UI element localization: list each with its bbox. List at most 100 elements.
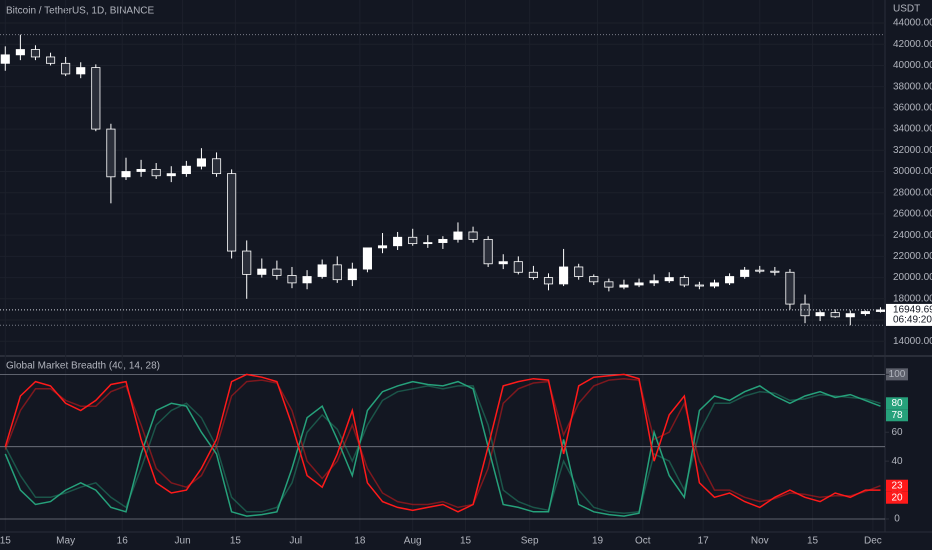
y-tick-label: 40: [891, 456, 903, 467]
candle-body: [393, 236, 403, 247]
candle-body: [468, 231, 478, 240]
candle-body: [785, 271, 795, 305]
candle-body: [860, 311, 870, 315]
candle-body: [845, 313, 855, 318]
candle-body: [664, 277, 674, 282]
last-price-label: 16949.69: [893, 305, 932, 316]
candle-body: [543, 277, 554, 285]
value-badge: [886, 409, 908, 422]
candle-body: [649, 280, 659, 284]
indicator-title: Global Market Breadth (40, 14, 28): [6, 361, 160, 372]
candle-body: [815, 312, 825, 317]
value-badge-label: 23: [891, 480, 903, 491]
candle-body: [604, 281, 614, 288]
candle-body: [770, 270, 780, 273]
x-tick-label: 15: [0, 536, 11, 547]
candle-body: [830, 312, 840, 318]
candle-body: [483, 238, 493, 265]
breadth-line: [4, 377, 881, 509]
candle-body: [755, 269, 765, 272]
candle-body: [679, 277, 689, 286]
y-tick-label: 100: [889, 369, 906, 380]
value-badge-label: 78: [891, 410, 903, 421]
candle-body: [317, 264, 327, 277]
last-price-badge: [886, 303, 932, 326]
x-tick-label: Dec: [864, 536, 882, 547]
breadth-line: [4, 385, 881, 514]
value-badge: [886, 397, 908, 410]
symbol-title: Bitcoin / TetherUS, 1D, BINANCE: [6, 6, 155, 17]
candle-body: [709, 282, 720, 287]
y-tick-label: 38000.00: [893, 81, 932, 92]
candle-body: [513, 261, 523, 273]
candle-body: [61, 62, 71, 75]
x-tick-label: Jul: [289, 536, 302, 547]
y-tick-label: 0: [894, 514, 900, 525]
candle-body: [528, 271, 538, 278]
candle-body: [0, 54, 10, 64]
x-tick-label: 15: [230, 536, 242, 547]
x-tick-label: Nov: [751, 536, 769, 547]
candle-body: [559, 266, 569, 285]
x-tick-label: 18: [354, 536, 366, 547]
breadth-line: [4, 373, 881, 513]
candle-body: [408, 236, 418, 245]
candle-body: [589, 276, 599, 283]
y-tick-label: 26000.00: [893, 209, 932, 220]
x-tick-label: 17: [698, 536, 710, 547]
y-tick-label: 24000.00: [893, 230, 932, 241]
candle-body: [498, 261, 508, 265]
candle-body: [453, 231, 463, 240]
countdown-label: 06:49:20: [893, 315, 932, 326]
candle-body: [423, 242, 433, 245]
y-tick-label: 14000.00: [893, 336, 932, 347]
x-tick-label: Oct: [635, 536, 651, 547]
candle-body: [151, 168, 161, 177]
candle-body: [136, 168, 146, 172]
x-tick-label: 15: [807, 536, 819, 547]
y-tick-label: 42000.00: [893, 39, 932, 50]
y-tick-label: 20000.00: [893, 272, 932, 283]
x-tick-label: Aug: [404, 536, 422, 547]
candle-body: [242, 250, 252, 275]
candle-body: [362, 247, 372, 270]
candle-body: [740, 269, 750, 277]
value-badge: [886, 491, 908, 504]
candle-body: [181, 165, 191, 175]
candle-body: [725, 276, 735, 284]
candle-body: [15, 49, 25, 56]
tick-badge: [886, 368, 908, 381]
y-tick-label: 28000.00: [893, 187, 932, 198]
candle-body: [332, 264, 342, 281]
y-tick-label: 60: [891, 427, 903, 438]
x-tick-label: 15: [460, 536, 472, 547]
candle-body: [800, 303, 810, 317]
candle-body: [438, 238, 448, 243]
candle-body: [272, 268, 282, 276]
y-tick-label: 40000.00: [893, 60, 932, 71]
value-badge: [886, 479, 908, 492]
candle-body: [619, 284, 629, 288]
candle-body: [257, 268, 267, 275]
y-tick-label: 22000.00: [893, 251, 932, 262]
x-tick-label: May: [56, 536, 75, 547]
candle-body: [91, 67, 101, 130]
y-tick-label: 34000.00: [893, 124, 932, 135]
candle-body: [166, 173, 176, 177]
x-tick-label: Jun: [175, 536, 191, 547]
candle-body: [227, 173, 237, 252]
y-tick-label: 36000.00: [893, 103, 932, 114]
y-tick-label: 32000.00: [893, 145, 932, 156]
x-tick-label: 19: [592, 536, 604, 547]
breadth-line: [4, 380, 881, 517]
candle-body: [347, 268, 357, 281]
candle-body: [634, 282, 644, 286]
candle-body: [694, 284, 704, 287]
axis-unit: USDT: [893, 4, 920, 15]
x-tick-label: 16: [117, 536, 129, 547]
candle-body: [121, 171, 131, 178]
candle-body: [196, 158, 206, 167]
value-badge-label: 80: [891, 398, 903, 409]
value-badge-label: 20: [891, 492, 903, 503]
